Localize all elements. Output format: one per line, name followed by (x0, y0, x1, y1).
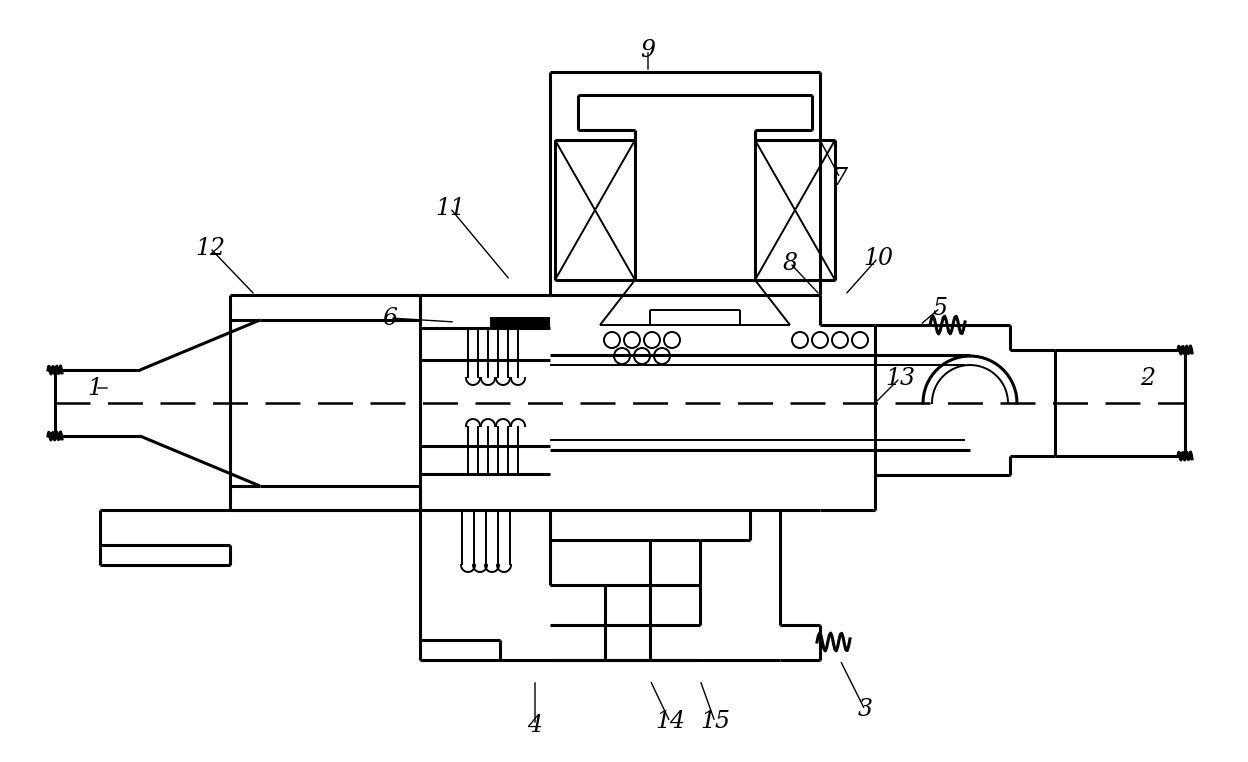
Bar (490, 317, 550, 328)
Text: 14: 14 (655, 710, 685, 734)
Text: 7: 7 (832, 167, 847, 190)
Text: 8: 8 (782, 251, 797, 274)
Text: 3: 3 (857, 699, 872, 722)
Text: 2: 2 (1141, 367, 1156, 389)
Text: 13: 13 (885, 367, 915, 389)
Text: 6: 6 (382, 306, 398, 329)
Text: 11: 11 (436, 197, 466, 219)
Text: 4: 4 (528, 713, 543, 737)
Text: 1: 1 (87, 376, 102, 399)
Text: 10: 10 (864, 246, 894, 270)
Text: 12: 12 (195, 236, 225, 260)
Text: 5: 5 (932, 296, 947, 319)
Text: 15: 15 (700, 710, 730, 734)
Text: 9: 9 (640, 39, 655, 62)
